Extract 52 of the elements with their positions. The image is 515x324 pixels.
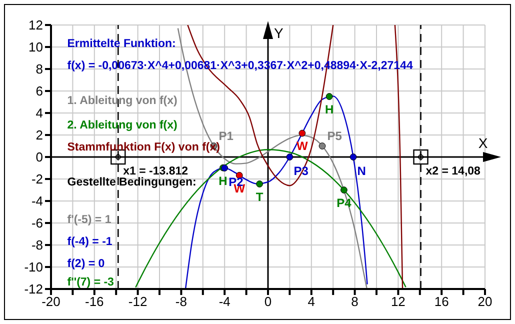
annotation: f'(-5) = 1 <box>67 214 112 226</box>
text: Stammfunktion F(x) von f(x) <box>67 141 220 154</box>
y-tick-label: -10 <box>24 260 43 275</box>
point <box>318 142 326 150</box>
point <box>326 93 333 100</box>
annotation: f(2) = 0 <box>67 258 105 270</box>
data-label: P4 <box>336 196 352 210</box>
y-tick-label: -6 <box>31 216 43 231</box>
point <box>340 186 348 194</box>
text: 2. Ableitung von f(x) <box>67 119 178 132</box>
annotation: f(-4) = -1 <box>67 236 113 248</box>
y-tick-label: -4 <box>31 194 43 209</box>
data-label: T <box>256 190 264 204</box>
y-tick-label: 4 <box>36 106 43 121</box>
x-tick-label: 4 <box>308 294 316 310</box>
x-tick-label: 16 <box>434 294 449 310</box>
data-label: N <box>357 164 366 178</box>
point <box>350 154 357 160</box>
y-tick-label: -12 <box>24 282 43 297</box>
y-tick-label: 6 <box>36 84 43 99</box>
y-tick-label: 0 <box>36 150 43 165</box>
x-tick-label: 12 <box>390 294 406 310</box>
ref-line-label: x2 = 14,08 <box>426 166 482 178</box>
ref-line-label: x1 = -13.812 <box>123 166 188 178</box>
x-tick-label: -16 <box>85 294 104 310</box>
x-axis-title: X <box>478 135 488 151</box>
x-tick-label: 8 <box>351 294 358 310</box>
annotation: f''(7) = -3 <box>67 276 114 289</box>
annotation: Ermittelte Funktion: <box>67 38 176 50</box>
point <box>286 154 294 160</box>
x-tick-label: -20 <box>42 294 60 310</box>
y-tick-label: 2 <box>36 128 43 143</box>
data-label: H <box>324 102 334 116</box>
y-tick-label: 12 <box>28 18 43 33</box>
y-tick-label: -8 <box>31 238 43 253</box>
data-label: H <box>218 174 228 188</box>
x-tick-label: 0 <box>264 294 272 310</box>
y-tick-label: 8 <box>36 62 43 77</box>
x-tick-label: -8 <box>175 294 187 310</box>
data-label: W <box>296 139 309 154</box>
y-tick-label: -2 <box>31 172 43 187</box>
x-tick-label: -12 <box>128 294 148 310</box>
point <box>256 180 263 188</box>
annotation: Gestellte Bedingungen: <box>67 176 196 189</box>
y-axis-title: Y <box>274 25 284 41</box>
x-tick-label: -4 <box>218 294 230 310</box>
data-label: P1 <box>218 129 234 143</box>
point <box>298 130 306 137</box>
x-tick-label: 20 <box>478 294 492 310</box>
point <box>413 149 428 165</box>
y-tick-label: 10 <box>28 40 43 55</box>
data-label: P5 <box>327 129 342 143</box>
